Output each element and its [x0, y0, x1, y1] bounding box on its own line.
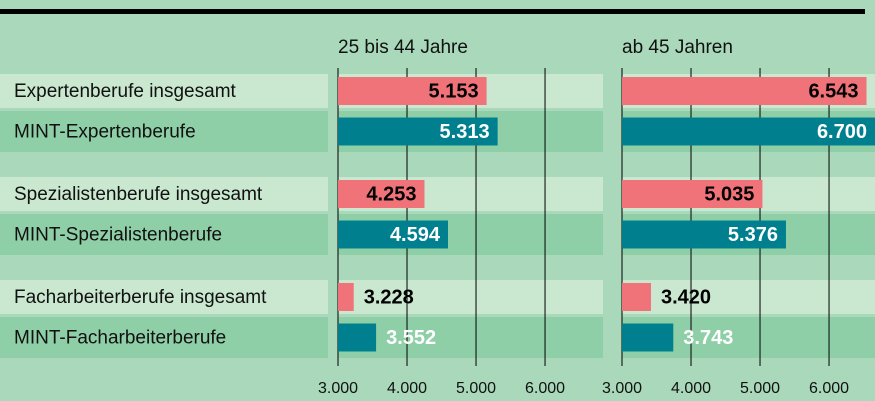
value-label: 3.228 — [364, 286, 414, 308]
x-tick-label: 3.000 — [318, 380, 358, 397]
row-band — [0, 74, 328, 108]
bar — [338, 117, 498, 146]
x-tick-label: 6.000 — [525, 380, 565, 397]
bar — [622, 220, 786, 249]
row-band — [0, 177, 328, 211]
bar — [622, 180, 763, 208]
value-label: 3.420 — [661, 286, 711, 308]
row-band — [622, 280, 875, 314]
bar — [622, 117, 875, 146]
x-tick-label: 4.000 — [671, 380, 711, 397]
category-label: MINT-Facharbeiterberufe — [14, 328, 226, 349]
value-label: 5.035 — [704, 183, 754, 205]
value-label: 4.594 — [390, 224, 441, 246]
category-label: MINT-Spezialistenberufe — [14, 225, 222, 246]
x-tick-label: 6.000 — [809, 380, 849, 397]
x-tick-label: 5.000 — [740, 380, 780, 397]
value-label: 5.153 — [429, 80, 479, 102]
value-label: 3.743 — [683, 327, 733, 349]
category-label: MINT-Expertenberufe — [14, 122, 196, 143]
row-band — [0, 111, 328, 152]
value-label: 6.543 — [808, 80, 858, 102]
top-rule — [0, 9, 865, 14]
category-label: Facharbeiterberufe insgesamt — [14, 287, 267, 308]
bar — [338, 323, 377, 352]
value-label: 5.313 — [440, 121, 490, 143]
panel-title: ab 45 Jahren — [622, 37, 733, 58]
bar — [338, 220, 449, 249]
row-band — [0, 280, 328, 314]
value-label: 6.700 — [817, 121, 867, 143]
value-label: 5.376 — [728, 224, 778, 246]
category-label: Spezialistenberufe insgesamt — [14, 184, 263, 205]
row-band — [0, 214, 328, 255]
bar — [338, 180, 425, 208]
row-band — [0, 317, 328, 358]
row-band — [338, 317, 603, 358]
x-tick-label: 5.000 — [456, 380, 496, 397]
value-label: 3.552 — [386, 327, 436, 349]
panel-title: 25 bis 44 Jahre — [338, 37, 468, 58]
value-label: 4.253 — [366, 183, 416, 205]
bar — [622, 77, 867, 105]
bar — [622, 323, 674, 352]
bar — [622, 283, 651, 311]
x-tick-label: 4.000 — [387, 380, 427, 397]
bar — [338, 283, 354, 311]
x-tick-label: 3.000 — [602, 380, 642, 397]
bar — [338, 77, 487, 105]
category-label: Expertenberufe insgesamt — [14, 81, 237, 102]
row-band — [338, 280, 603, 314]
